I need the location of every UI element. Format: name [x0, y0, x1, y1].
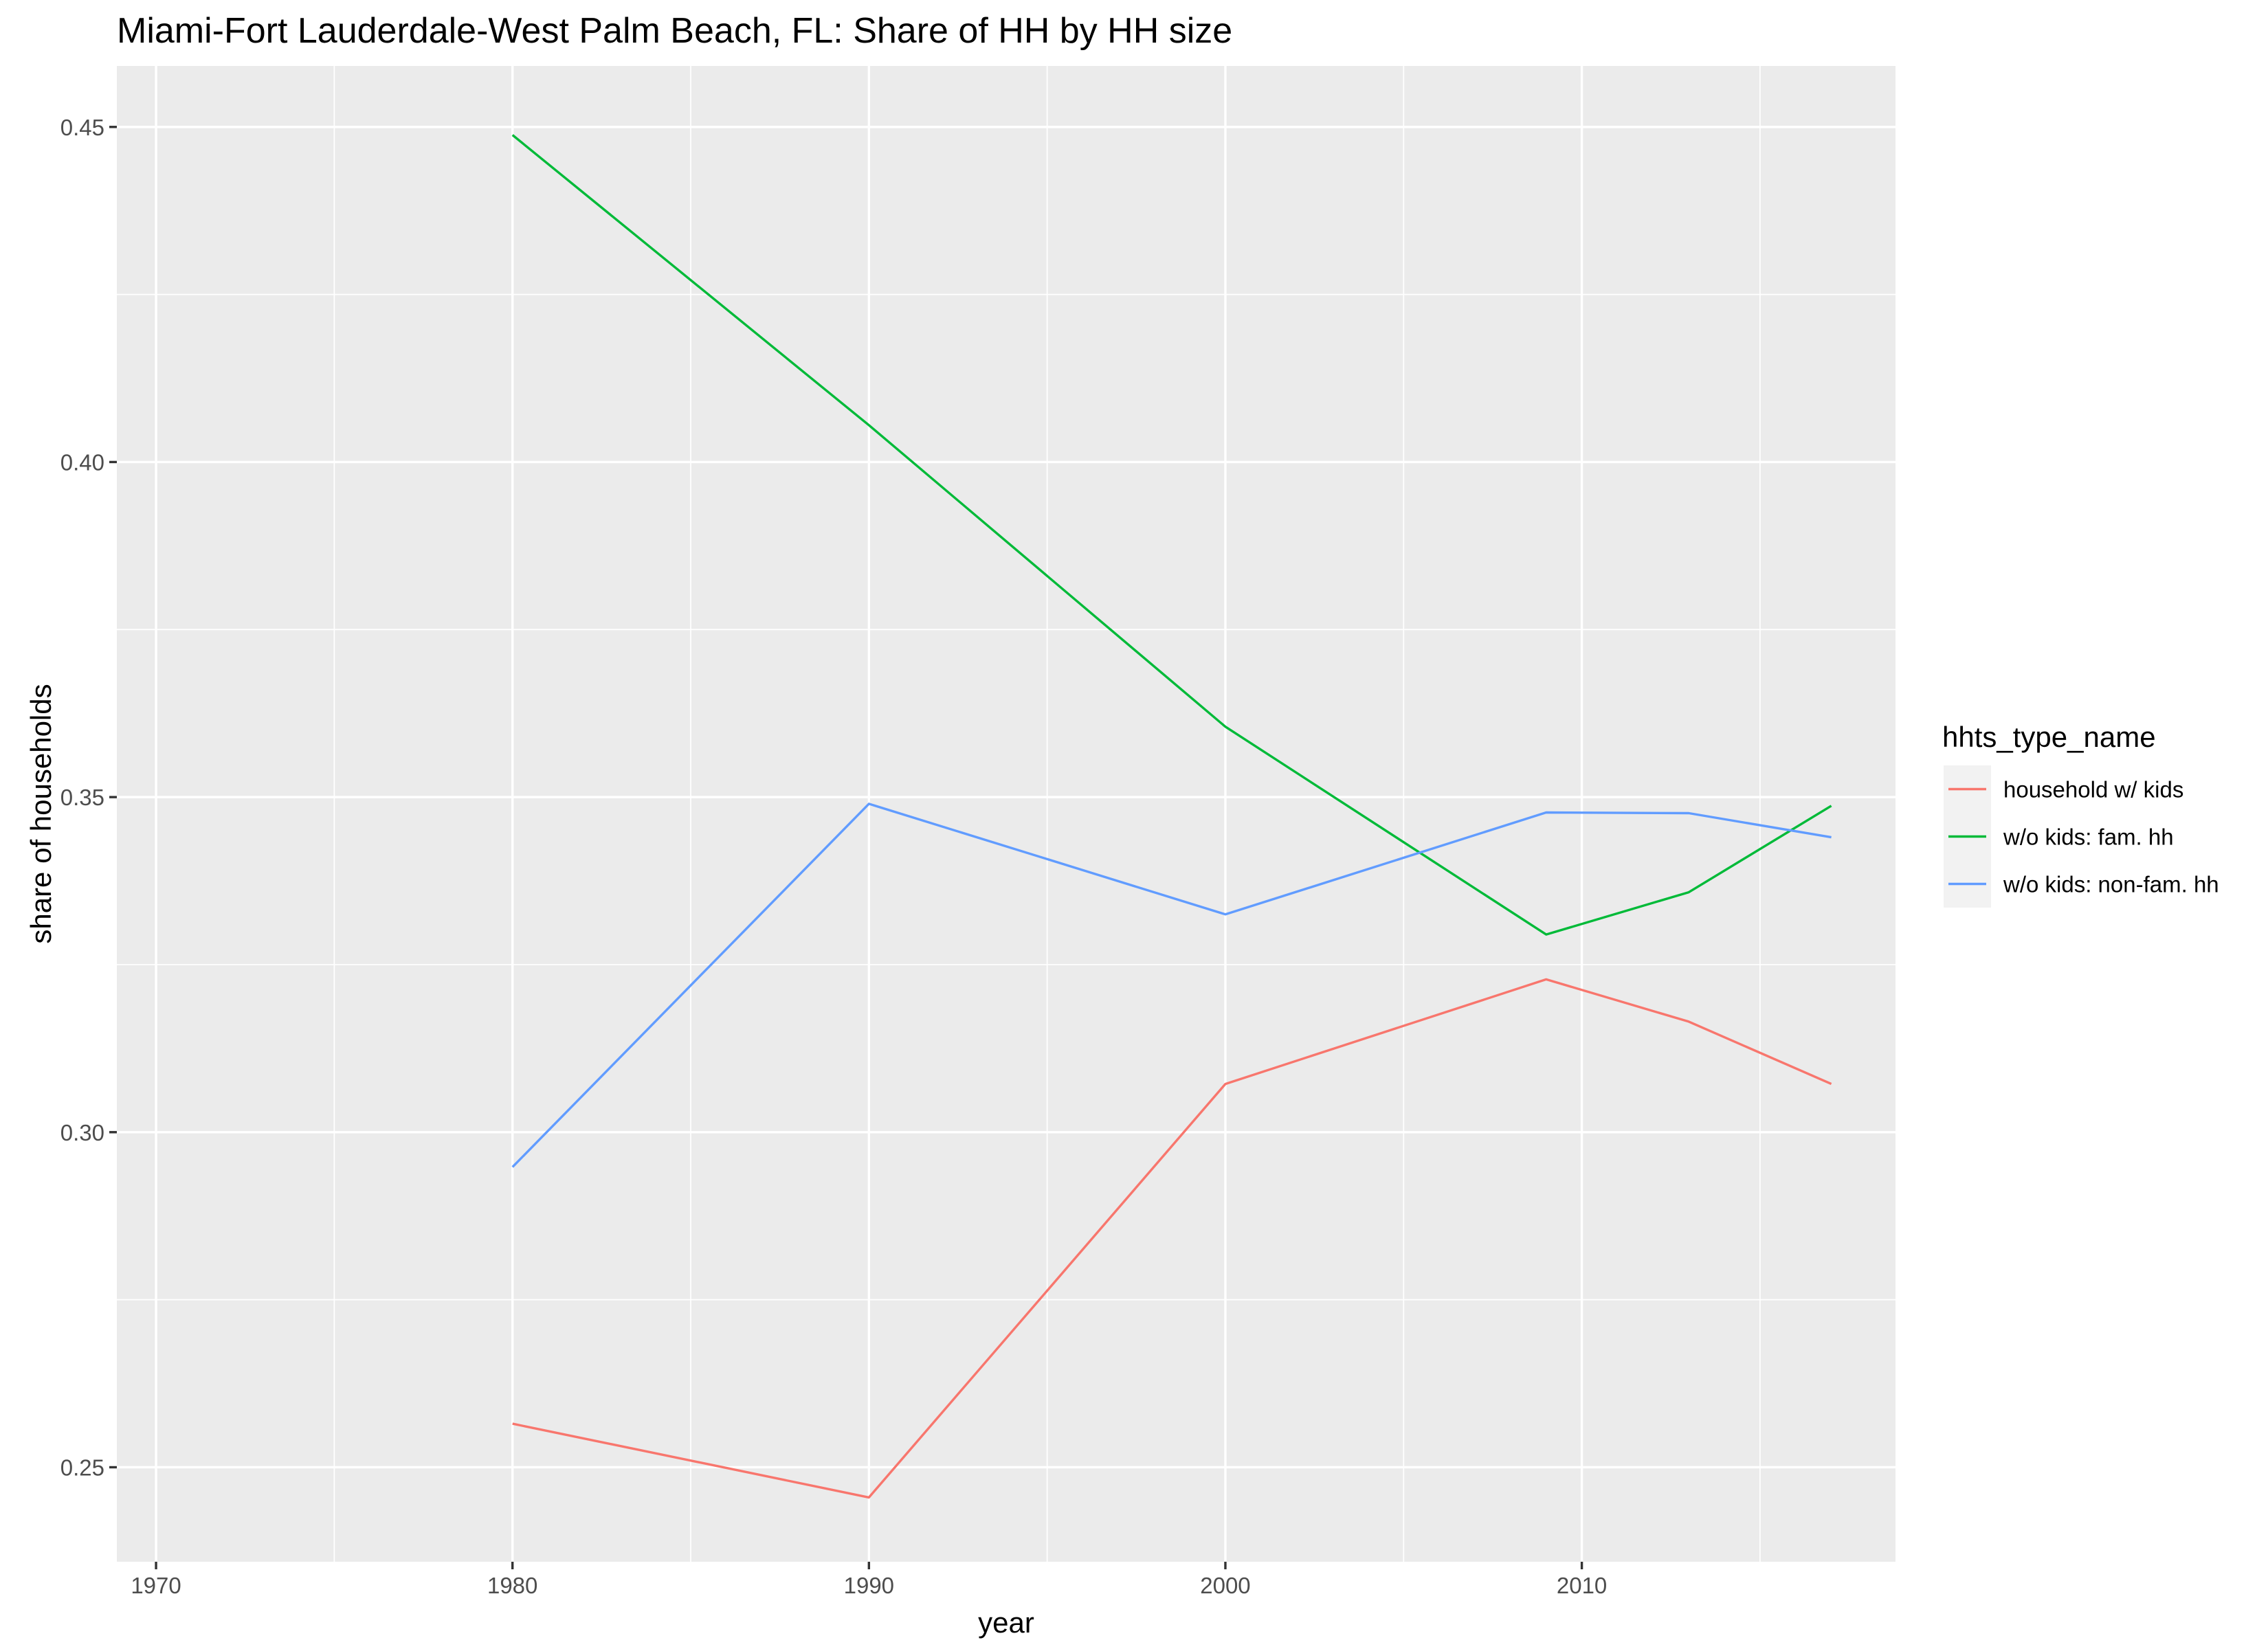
- legend-title: hhts_type_name: [1942, 721, 2156, 753]
- legend-label: household w/ kids: [2003, 777, 2183, 803]
- y-tick-label: 0.40: [60, 449, 104, 475]
- y-tick-label: 0.30: [60, 1120, 104, 1145]
- x-tick-label: 2000: [1200, 1573, 1250, 1598]
- major-gridlines: [117, 66, 1895, 1562]
- legend: hhts_type_name household w/ kids w/o kids…: [1942, 721, 2219, 908]
- y-tick-label: 0.25: [60, 1455, 104, 1480]
- chart-title: Miami-Fort Lauderdale-West Palm Beach, F…: [117, 11, 1232, 51]
- y-tick-label: 0.45: [60, 115, 104, 140]
- y-axis-title: share of households: [25, 684, 57, 943]
- y-tick-label: 0.35: [60, 785, 104, 810]
- series-line-2: [511, 803, 1832, 1168]
- legend-label: w/o kids: fam. hh: [2003, 824, 2174, 850]
- x-tick-label: 1970: [131, 1573, 181, 1598]
- series-lines: [511, 134, 1832, 1499]
- x-tick-label: 2010: [1557, 1573, 1607, 1598]
- series-line-0: [512, 978, 1832, 1499]
- legend-label: w/o kids: non-fam. hh: [2003, 872, 2219, 897]
- x-axis-title: year: [978, 1606, 1034, 1639]
- series-line-1: [511, 134, 1832, 936]
- x-tick-label: 1990: [844, 1573, 894, 1598]
- x-tick-label: 1980: [487, 1573, 537, 1598]
- y-axis: 0.25 0.30 0.35 0.40 0.45: [60, 115, 117, 1480]
- x-axis: 1970 1980 1990 2000 2010: [131, 1562, 1607, 1598]
- minor-gridlines: [117, 66, 1895, 1562]
- legend-items: household w/ kids w/o kids: fam. hh w/o ki…: [1944, 765, 2219, 908]
